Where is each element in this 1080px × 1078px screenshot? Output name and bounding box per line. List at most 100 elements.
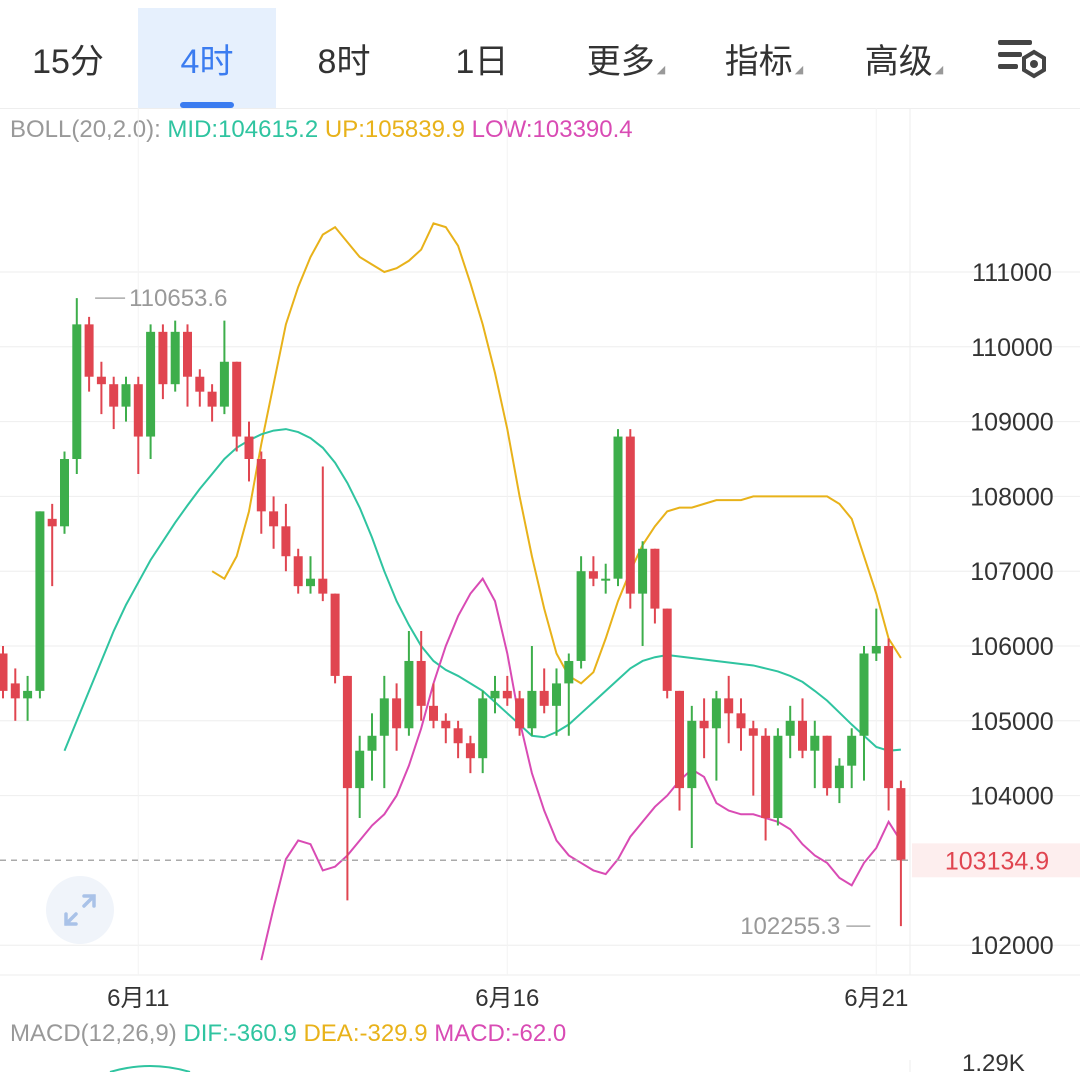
candle-body [662,608,672,691]
last-price-label: 103134.9 [945,847,1049,875]
candle-body [109,384,119,407]
timeframe-tab-bar: 15分 4时 8时 1日 更多 ◢ 指标 ◢ 高级 ◢ [0,0,1080,109]
candle-body [0,653,8,691]
x-tick-label: 6月11 [107,985,169,1012]
tab-more[interactable]: 更多 ◢ [586,42,666,81]
candle-body [158,331,168,385]
candle-body [724,698,734,714]
tab-1d[interactable]: 1日 [455,42,509,81]
candle-body [60,459,69,527]
macd-pane [109,1060,911,1072]
tab-8h[interactable]: 8时 [317,42,371,81]
macd-macd-value: MACD:-62.0 [434,1020,567,1047]
candles [0,298,906,927]
candle-body [761,735,771,819]
candle-body [355,750,365,789]
candle-body [847,735,857,766]
macd-legend: MACD(12,26,9) DIF:-360.9 DEA:-329.9 MACD… [10,1020,566,1048]
candle-body [490,690,500,699]
x-tick-label: 6月16 [475,985,539,1012]
expand-icon [64,894,96,926]
y-tick-label: 106000 [970,633,1053,661]
macd-dea-value: DEA:-329.9 [303,1020,428,1047]
candle-body [564,660,574,684]
candle-body [121,384,131,407]
candle-body [392,698,402,729]
candle-body [170,331,180,385]
candle-body [293,556,303,587]
y-tick-label: 111000 [972,259,1052,287]
candle-body [183,331,192,377]
candle-body [96,376,106,385]
candle-body [748,728,758,736]
chart-settings-icon[interactable] [996,36,1048,80]
last-price-tag [912,843,1080,878]
candle-body [465,743,475,759]
y-tick-label: 110000 [971,334,1053,362]
y-tick-label: 105000 [970,708,1053,736]
candle-body [342,675,352,789]
candle-body [650,548,660,609]
tab-indicators[interactable]: 指标 ◢ [724,42,804,81]
candle-body [699,720,709,729]
dropdown-triangle-icon: ◢ [794,63,804,76]
candle-body [207,391,217,407]
fullscreen-button[interactable] [46,876,114,944]
candle-body [10,683,20,699]
candle-body [675,690,684,789]
candle-body [269,511,279,527]
candle-body [576,571,586,661]
boll-mid-value: MID:104615.2 [167,116,319,143]
candle-body [453,728,463,744]
candle-body [404,660,414,729]
candle-body [884,646,894,789]
candle-body [773,735,783,819]
candle-body [478,698,488,759]
candle-body [133,384,143,437]
candle-body [527,690,537,729]
candle-body [711,698,721,729]
candle-body [219,361,229,407]
candle-body [625,436,635,594]
candle-body [416,660,426,706]
candle-body [47,518,57,527]
candle-body [306,578,315,587]
candle-body [23,690,33,699]
high-price-label: 110653.6 [129,285,227,312]
y-tick-label: 104000 [970,783,1053,811]
tab-4h[interactable]: 4时 [138,8,276,108]
macd-name: MACD(12,26,9) [10,1020,177,1047]
candle-body [834,765,844,789]
boll-upper-line [211,222,902,685]
candle-body [785,720,795,736]
candle-body [72,324,82,459]
boll-lower-line [260,576,902,961]
candle-body [232,361,242,437]
candle-body [281,526,291,557]
boll-legend: BOLL(20,2.0): MID:104615.2 UP:105839.9 L… [10,116,633,144]
candle-body [84,324,94,377]
low-price-label: 102255.3 [740,913,840,940]
candle-body [588,571,598,579]
candle-body [256,459,266,512]
candle-body [244,436,254,459]
tab-15min[interactable]: 15分 [32,42,104,81]
y-tick-label: 102000 [970,932,1053,960]
y-tick-label: 109000 [970,409,1053,437]
candle-body [429,705,438,721]
candle-body [35,511,45,691]
x-tick-label: 6月21 [844,985,908,1012]
candle-body [736,713,746,729]
candle-body [798,720,807,751]
boll-low-value: LOW:103390.4 [471,116,633,143]
candle-body [638,548,648,594]
chart-labels: 102000 104000 105000 106000 107000 108000 1090… [0,259,1080,1012]
candlestick-chart[interactable]: 102000 104000 105000 106000 107000 108000 1090… [0,0,1080,1012]
y-tick-label: 107000 [970,558,1053,586]
candle-body [195,376,205,392]
candle-body [601,578,611,581]
candle-body [367,735,377,751]
tab-advanced[interactable]: 高级 ◢ [864,42,944,81]
macd-dif-value: DIF:-360.9 [183,1020,297,1047]
candle-body [379,698,389,736]
